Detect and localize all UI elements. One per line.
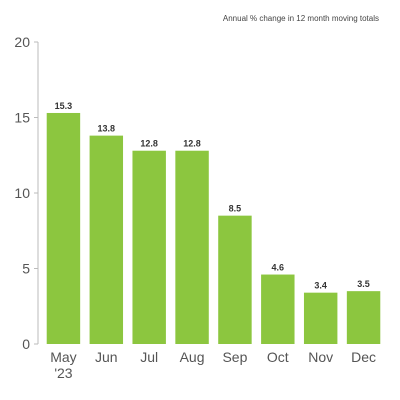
x-tick-label: Jul: [140, 349, 158, 365]
x-tick-label: Dec: [351, 349, 376, 365]
x-tick-label: Oct: [267, 349, 289, 365]
bar: [261, 274, 295, 344]
data-label: 15.3: [55, 101, 73, 111]
data-label: 4.6: [272, 263, 285, 273]
x-tick-label: Aug: [180, 349, 205, 365]
y-axis: 0 5 10 15 20: [14, 34, 39, 352]
y-tick-label: 0: [22, 336, 30, 352]
data-label: 3.5: [357, 279, 370, 289]
bar: [132, 150, 166, 344]
data-label: 13.8: [98, 124, 116, 134]
data-label: 8.5: [229, 204, 242, 214]
y-tick-label: 10: [14, 185, 30, 201]
y-tick-label: 15: [14, 110, 30, 126]
bar: [218, 215, 252, 344]
x-tick-label: '23: [54, 365, 72, 381]
x-axis: May'23 Jun Jul Aug Sep Oct Nov Dec: [50, 349, 376, 381]
bar: [346, 291, 381, 344]
x-tick-label: Nov: [308, 349, 333, 365]
data-labels: 15.3 13.8 12.8 12.8 8.5 4.6 3.4 3.5: [55, 101, 370, 291]
x-tick-label: May: [50, 349, 76, 365]
y-tick-label: 20: [14, 34, 30, 50]
bar: [89, 135, 124, 344]
y-tick-label: 5: [22, 261, 30, 277]
chart-subtitle: Annual % change in 12 month moving total…: [223, 14, 379, 23]
data-label: 12.8: [140, 139, 158, 149]
bar: [175, 150, 209, 344]
bars: [46, 112, 381, 344]
bar: [303, 292, 338, 344]
x-tick-label: Sep: [222, 349, 247, 365]
bar: [46, 112, 81, 344]
x-tick-label: Jun: [95, 349, 118, 365]
data-label: 3.4: [314, 281, 327, 291]
data-label: 12.8: [183, 139, 201, 149]
